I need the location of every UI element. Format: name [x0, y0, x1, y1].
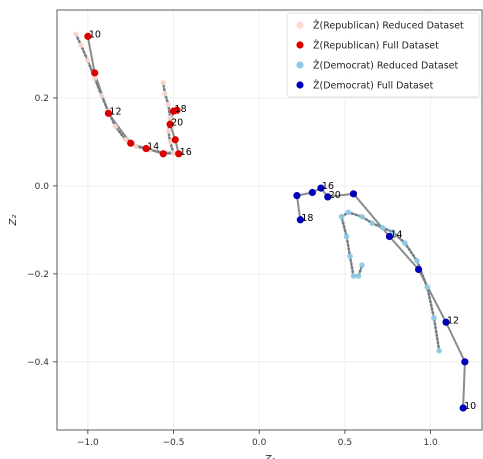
point-annotation: 12 — [109, 106, 121, 117]
axis-ticks: −1.0 −0.5 0.0 0.5 1.0 −0.4 −0.2 0.0 0.2 — [27, 94, 438, 448]
series-2-point-12 — [347, 253, 353, 260]
series-2-point-0 — [436, 348, 442, 354]
series-2-point-1 — [431, 315, 437, 321]
series-2-point-13 — [350, 273, 357, 279]
series-2-point-11 — [343, 233, 350, 240]
series-2-point-4 — [402, 240, 408, 246]
series-1-point-5 — [159, 150, 167, 158]
series-1-point-4 — [142, 144, 150, 153]
series-0-point-2 — [85, 57, 91, 64]
series-path-3 — [295, 186, 466, 409]
series-0-point-13 — [165, 128, 172, 134]
point-annotation: 12 — [447, 315, 459, 326]
legend-label-0: Ẑ(Republican) Reduced Dataset — [313, 20, 464, 32]
legend-label-3: Ẑ(Democrat) Full Dataset — [313, 80, 434, 92]
point-annotation: 16 — [180, 147, 192, 158]
y-tick-label: −0.2 — [27, 270, 49, 280]
x-axis-title: Z₁ — [264, 454, 276, 459]
series-0-point-17 — [160, 79, 167, 86]
series-0-point-16 — [162, 90, 168, 97]
series-0-point-4 — [98, 92, 105, 99]
point-annotation: 14 — [147, 142, 159, 153]
legend-box — [286, 12, 480, 98]
series-0-point-11 — [170, 150, 177, 156]
point-annotation: 14 — [390, 229, 402, 240]
series-3-point-8 — [308, 188, 316, 197]
series-0-point-6 — [112, 123, 119, 130]
series-2-point-7 — [369, 220, 376, 227]
series-3-point-4 — [385, 232, 394, 241]
legend-marker-2 — [296, 61, 304, 69]
point-annotation: 10 — [89, 29, 101, 40]
series-1-point-1 — [91, 69, 99, 77]
series-3-point-10 — [296, 216, 304, 224]
x-tick-label: −0.5 — [163, 438, 185, 448]
y-tick-label: 0.2 — [35, 94, 49, 104]
series-3-point-7 — [317, 184, 325, 192]
series-1-point-2 — [104, 109, 113, 117]
series-1-point-6 — [175, 150, 183, 158]
series-2-point-2 — [424, 284, 430, 290]
series-1-point-0 — [84, 32, 92, 40]
series-0-point-3 — [91, 75, 98, 81]
series-1-point-7 — [171, 136, 179, 144]
series-3-point-9 — [293, 191, 301, 200]
x-tick-label: 1.0 — [423, 438, 438, 448]
point-annotation: 18 — [301, 213, 313, 224]
legend: Ẑ(Republican) Reduced Dataset Ẑ(Republica… — [286, 12, 480, 98]
point-annotation: 10 — [464, 401, 476, 412]
series-1-point-8 — [166, 120, 174, 128]
series-1-point-10 — [173, 106, 181, 114]
legend-marker-0 — [296, 21, 304, 29]
series-1-point-3 — [127, 139, 135, 147]
series-2-point-8 — [359, 213, 365, 220]
series-0-point-8 — [133, 143, 139, 150]
series-3-point-0 — [459, 404, 467, 412]
series-3-point-6 — [324, 193, 332, 201]
series-3-point-2 — [442, 318, 450, 326]
series-0-point-1 — [78, 42, 84, 48]
series-2-point-5 — [390, 229, 396, 235]
series-0-point-0 — [73, 31, 79, 37]
point-annotation: 20 — [329, 190, 341, 201]
legend-label-2: Ẑ(Democrat) Reduced Dataset — [313, 60, 459, 72]
series-2-point-14 — [355, 273, 362, 279]
annotations: 10 12 14 16 18 20 10 12 14 16 18 20 — [89, 29, 476, 412]
series-2-point-3 — [414, 257, 420, 264]
series-2-point-9 — [345, 209, 352, 216]
y-tick-label: 0.0 — [35, 182, 50, 192]
series-2-point-6 — [379, 224, 386, 231]
y-tick-label: −0.4 — [27, 358, 49, 368]
series-3-point-3 — [414, 265, 423, 274]
series-3-point-5 — [349, 190, 358, 198]
legend-marker-1 — [296, 41, 304, 49]
series-2-point-10 — [338, 213, 345, 220]
point-annotation: 16 — [322, 181, 334, 192]
series-0-point-12 — [167, 139, 173, 145]
x-tick-label: 0.5 — [338, 438, 352, 448]
legend-label-1: Ẑ(Republican) Full Dataset — [313, 40, 439, 52]
series-0-point-15 — [165, 101, 172, 108]
series-0-point-7 — [122, 136, 129, 143]
legend-marker-3 — [296, 81, 304, 89]
x-tick-label: −1.0 — [77, 438, 99, 448]
point-annotation: 18 — [175, 104, 187, 115]
series-2-point-15 — [359, 262, 365, 268]
point-annotation: 20 — [171, 117, 183, 128]
series-0-point-14 — [167, 114, 173, 121]
plot-frame — [56, 9, 483, 431]
y-axis-title: Z₂ — [8, 215, 19, 227]
data-points — [73, 31, 469, 412]
series-3-point-1 — [461, 358, 469, 366]
series-path-2 — [340, 210, 441, 353]
x-tick-label: 0.0 — [252, 438, 267, 448]
